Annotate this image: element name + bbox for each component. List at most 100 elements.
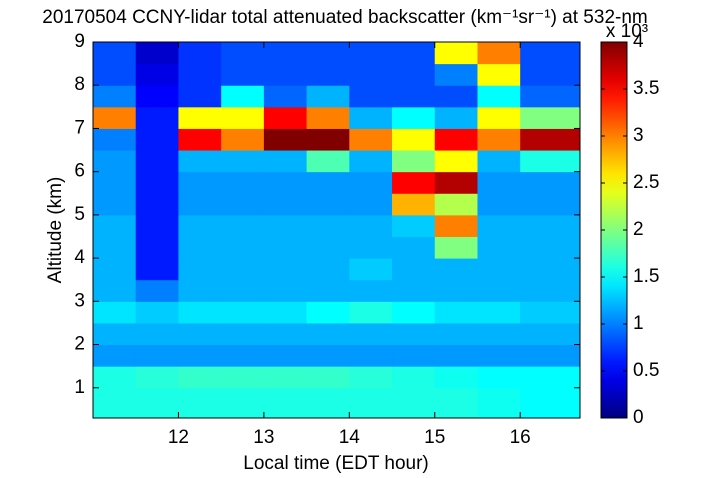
heat-cell	[93, 322, 137, 346]
heat-cell	[434, 150, 478, 173]
heat-cell	[93, 301, 137, 324]
plot-frame	[92, 41, 581, 419]
heat-cell	[135, 214, 179, 237]
heat-cell	[392, 193, 436, 216]
y-tick-label: 6	[74, 161, 85, 182]
heat-cell	[135, 387, 179, 419]
heat-cell	[520, 214, 581, 237]
heat-cell	[221, 322, 265, 346]
heat-cell	[392, 171, 436, 194]
heat-cell	[135, 236, 179, 259]
colorbar	[600, 41, 628, 419]
x-axis-label: Local time (EDT hour)	[243, 453, 429, 474]
heat-cell	[520, 128, 581, 151]
heat-cell	[135, 279, 179, 302]
heat-cell	[263, 344, 308, 367]
heat-cell	[221, 344, 265, 367]
heat-cell	[477, 387, 521, 419]
heat-cell	[263, 128, 308, 151]
x-tick-label: 14	[339, 427, 361, 448]
heat-cell	[135, 63, 179, 86]
colorbar-tick-label: 3	[633, 125, 644, 146]
heat-cell	[349, 279, 393, 302]
heat-cell	[477, 322, 521, 346]
heat-cell	[178, 85, 222, 108]
heat-cell	[306, 344, 350, 367]
heat-cell	[520, 258, 581, 281]
heat-cell	[392, 106, 436, 129]
heat-cell	[306, 366, 350, 389]
heat-cell	[221, 106, 265, 129]
heat-cell	[434, 387, 478, 419]
heat-cell	[263, 193, 308, 216]
heat-cell	[263, 150, 308, 173]
heat-cell	[135, 193, 179, 216]
heat-cell	[93, 171, 137, 194]
heat-cell	[263, 214, 308, 237]
heat-cell	[477, 279, 521, 302]
colorbar-label: x 10³	[606, 21, 648, 42]
heat-cell	[520, 344, 581, 367]
heat-cell	[349, 193, 393, 216]
heat-cell	[178, 150, 222, 173]
heat-cell	[221, 193, 265, 216]
heat-cell	[434, 258, 478, 281]
heat-cell	[349, 150, 393, 173]
heat-cell	[263, 171, 308, 194]
heat-cell	[93, 106, 137, 129]
heat-cell	[93, 366, 137, 389]
heat-cell	[349, 322, 393, 346]
heat-cell	[434, 63, 478, 86]
colorbar-tick-label: 4	[633, 31, 644, 52]
heat-cell	[221, 236, 265, 259]
heat-cell	[135, 322, 179, 346]
heat-cell	[349, 301, 393, 324]
heat-cell	[349, 106, 393, 129]
heat-cell	[263, 85, 308, 108]
y-tick-label: 4	[74, 247, 85, 268]
heat-cell	[93, 150, 137, 173]
heat-cell	[520, 106, 581, 129]
heat-cell	[93, 85, 137, 108]
heat-cell	[520, 366, 581, 389]
heat-cell	[306, 128, 350, 151]
heat-cell	[349, 258, 393, 281]
heat-cell	[306, 106, 350, 129]
heat-cell	[178, 258, 222, 281]
heat-cell	[392, 236, 436, 259]
y-tick-label: 2	[74, 334, 85, 355]
x-tick-label: 15	[424, 427, 445, 448]
heat-cell	[349, 128, 393, 151]
heat-cell	[263, 322, 308, 346]
heat-cell	[477, 366, 521, 389]
heat-cell	[477, 301, 521, 324]
heat-cell	[135, 344, 179, 367]
colorbar-tick-label: 1.5	[633, 266, 659, 287]
heat-cell	[477, 106, 521, 129]
colorbar-tick-label: 0.5	[633, 360, 659, 381]
heat-cell	[221, 171, 265, 194]
heat-cell	[93, 344, 137, 367]
heat-cell	[520, 236, 581, 259]
heat-cell	[135, 301, 179, 324]
heat-cell	[349, 236, 393, 259]
heat-cell	[434, 236, 478, 259]
heat-cell	[392, 279, 436, 302]
heat-cell	[349, 366, 393, 389]
heat-cell	[135, 258, 179, 281]
colorbar-tick-label: 2	[633, 219, 644, 240]
heat-cell	[135, 171, 179, 194]
heat-cell	[392, 42, 436, 65]
heat-cell	[349, 85, 393, 108]
heat-cell	[392, 301, 436, 324]
heat-cell	[135, 366, 179, 389]
heat-cell	[135, 128, 179, 151]
heat-cell	[392, 214, 436, 237]
heat-cell	[477, 63, 521, 86]
heat-cell	[263, 366, 308, 389]
heat-cell	[434, 193, 478, 216]
x-tick-label: 12	[168, 427, 189, 448]
heat-cell	[434, 322, 478, 346]
heat-cell	[178, 63, 222, 86]
